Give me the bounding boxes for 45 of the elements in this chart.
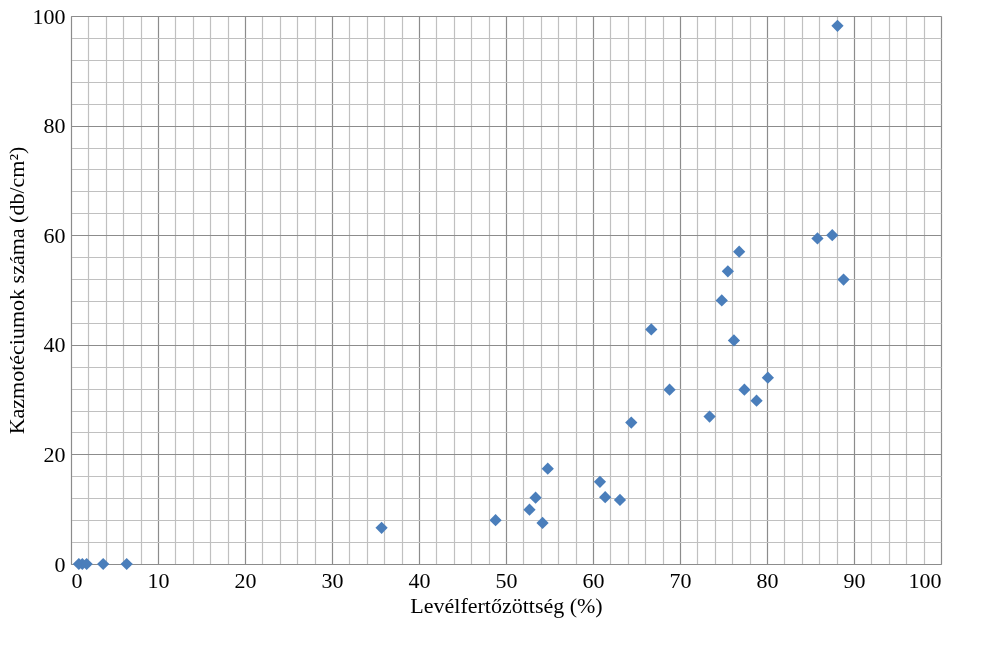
point (721, 265, 734, 278)
point (625, 416, 638, 429)
y-tick-label: 20 (43, 441, 66, 467)
y-tick-label: 100 (32, 3, 66, 29)
y-tick-label: 40 (43, 332, 66, 358)
point (523, 503, 536, 516)
y-tick-label: 80 (43, 113, 66, 139)
point (375, 521, 388, 534)
x-tick-label: 100 (908, 567, 942, 593)
point (593, 475, 607, 488)
point (727, 334, 741, 347)
x-tick-label: 80 (756, 567, 779, 593)
x-tick-label: 30 (321, 567, 344, 593)
y-tick-label: 60 (43, 222, 66, 248)
x-tick-label: 0 (71, 567, 83, 593)
point (733, 245, 746, 258)
x-tick-label: 20 (234, 567, 257, 593)
x-tick-label: 90 (843, 567, 866, 593)
point (811, 232, 824, 245)
y-axis-title: Kazmotéciumok száma (db/cm²) (3, 146, 29, 435)
point (541, 462, 554, 475)
x-axis-title: Levélfertőzöttség (%) (410, 592, 603, 618)
point (120, 557, 133, 571)
point (663, 383, 676, 396)
point (761, 371, 774, 384)
x-tick-label: 10 (147, 567, 170, 593)
x-tick-label: 50 (495, 567, 518, 593)
point (837, 273, 850, 286)
x-tick-label: 70 (669, 567, 692, 593)
point (826, 229, 839, 242)
point (750, 394, 763, 407)
point (599, 491, 612, 504)
y-tick-label: 0 (54, 551, 66, 577)
point (645, 323, 658, 336)
point (831, 19, 844, 32)
point (703, 410, 716, 423)
point (738, 383, 751, 396)
point (97, 557, 110, 571)
point (529, 491, 542, 504)
point (715, 294, 728, 307)
x-tick-label: 60 (582, 567, 605, 593)
point (613, 493, 627, 507)
point (489, 514, 502, 527)
x-tick-label: 40 (408, 567, 431, 593)
point (536, 516, 549, 530)
